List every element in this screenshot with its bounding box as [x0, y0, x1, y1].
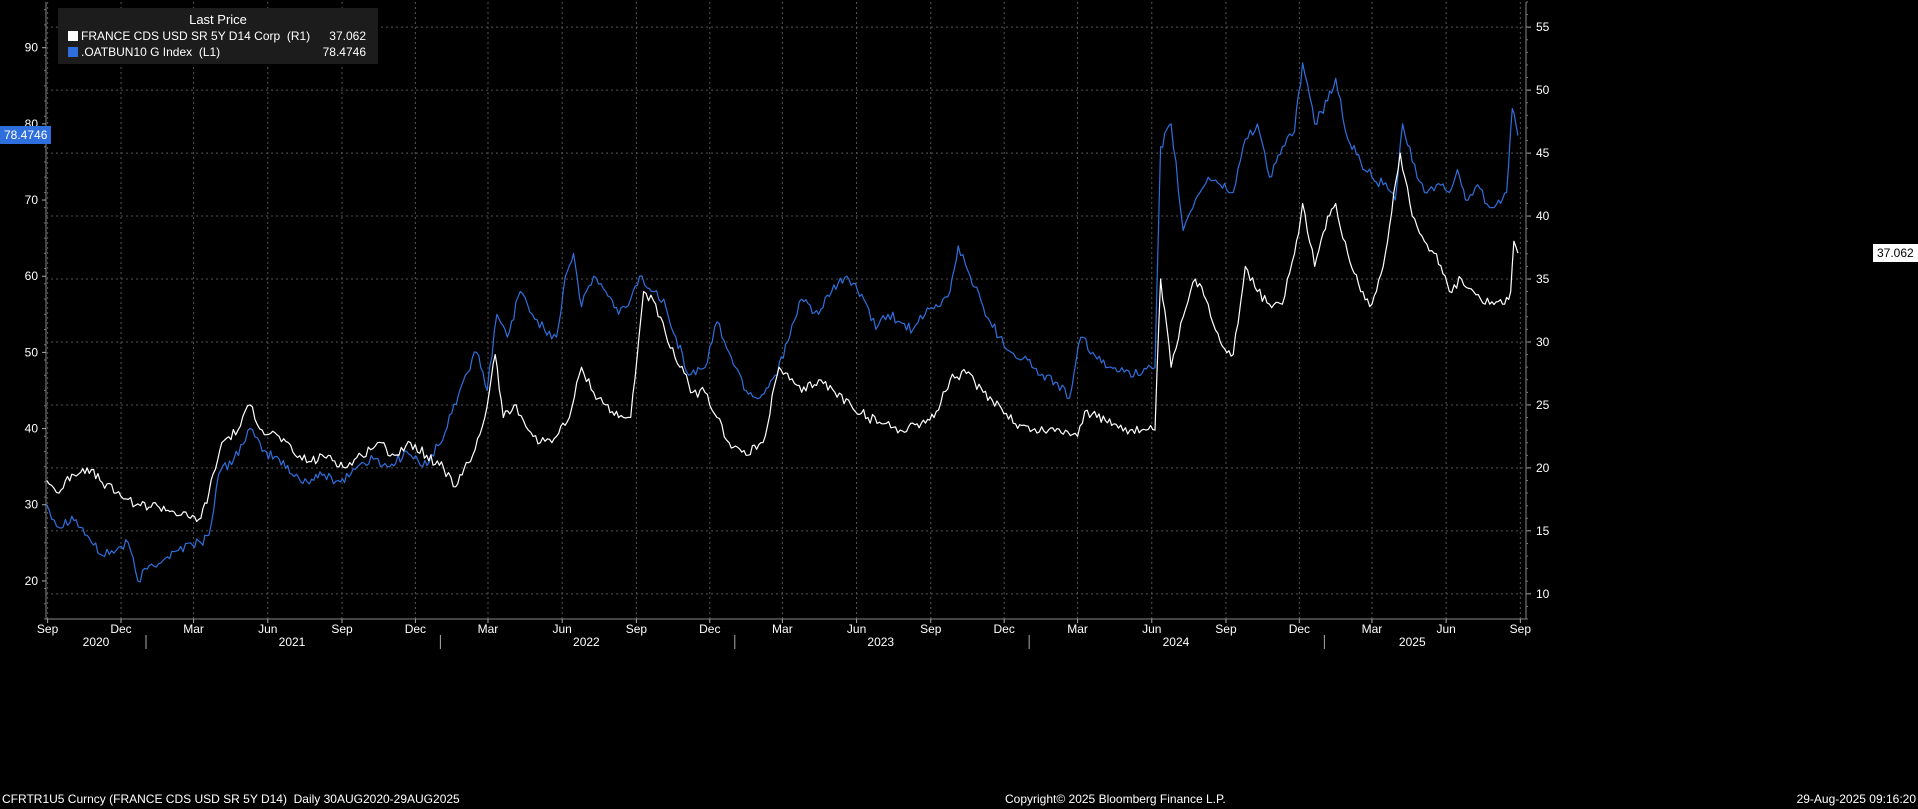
right-tick-label: 25: [1536, 398, 1550, 412]
x-tick-label: Mar: [1362, 622, 1383, 636]
left-tick-label: 50: [25, 345, 39, 359]
left-tick-label: 40: [25, 422, 39, 436]
right-tick-label: 30: [1536, 335, 1550, 349]
right-tick-label: 35: [1536, 272, 1550, 286]
right-tick-label: 45: [1536, 146, 1550, 160]
white-swatch-icon: [68, 31, 78, 41]
x-tick-label: Jun: [1142, 622, 1161, 636]
x-tick-label: Dec: [405, 622, 426, 636]
oatbun-series-line: [46, 62, 1519, 583]
x-tick-label: Jun: [553, 622, 572, 636]
x-tick-label: Sep: [920, 622, 942, 636]
legend-entry-cds-value: 37.062: [329, 29, 366, 43]
left-tick-label: 30: [25, 498, 39, 512]
right-tick-label: 20: [1536, 461, 1550, 475]
legend-entry-oatbun: .OATBUN10 G Index (L1): [68, 45, 220, 59]
footer-copyright: Copyright© 2025 Bloomberg Finance L.P.: [1005, 792, 1226, 806]
footer-timestamp: 29-Aug-2025 09:16:20: [1796, 792, 1916, 806]
legend-entry-cds-name: FRANCE CDS USD SR 5Y D14 Corp (R1): [81, 29, 311, 43]
cds-series-line: [46, 152, 1519, 523]
left-last-price-badge: 78.4746: [0, 126, 52, 145]
x-tick-label: Mar: [1067, 622, 1088, 636]
x-tick-label: Dec: [1289, 622, 1310, 636]
blue-swatch-icon: [68, 47, 78, 57]
x-tick-label: Dec: [993, 622, 1014, 636]
year-label: 2023: [867, 635, 894, 649]
x-tick-label: Jun: [847, 622, 866, 636]
left-tick-label: 20: [25, 574, 39, 588]
left-tick-label: 60: [25, 269, 39, 283]
year-label: 2022: [573, 635, 600, 649]
legend: Last Price FRANCE CDS USD SR 5Y D14 Corp…: [58, 8, 378, 64]
x-tick-label: Sep: [626, 622, 648, 636]
legend-title: Last Price: [189, 12, 247, 27]
x-tick-label: Mar: [478, 622, 499, 636]
right-tick-label: 50: [1536, 83, 1550, 97]
right-tick-label: 40: [1536, 209, 1550, 223]
legend-entry-cds: FRANCE CDS USD SR 5Y D14 Corp (R1): [68, 29, 310, 43]
grid: [46, 2, 1526, 619]
right-tick-label: 10: [1536, 587, 1550, 601]
year-label: 2025: [1399, 635, 1426, 649]
x-tick-label: Jun: [258, 622, 277, 636]
legend-entry-oatbun-name: .OATBUN10 G Index (L1): [81, 45, 221, 59]
year-label: 2020: [83, 635, 110, 649]
x-tick-label: Dec: [699, 622, 720, 636]
x-tick-label: Sep: [1510, 622, 1532, 636]
left-tick-label: 70: [25, 193, 39, 207]
x-tick-label: Mar: [772, 622, 793, 636]
x-tick-label: Jun: [1436, 622, 1455, 636]
footer-ticker: CFRTR1U5 Curncy (FRANCE CDS USD SR 5Y D1…: [2, 792, 460, 806]
x-tick-label: Sep: [331, 622, 353, 636]
x-tick-label: Mar: [183, 622, 204, 636]
year-label: 2021: [279, 635, 306, 649]
year-label: 2024: [1163, 635, 1190, 649]
series-layer: [46, 62, 1519, 583]
right-last-price-badge: 37.062: [1873, 244, 1918, 263]
x-tick-label: Dec: [110, 622, 131, 636]
x-tick-label: Sep: [37, 622, 59, 636]
right-tick-label: 55: [1536, 20, 1550, 34]
right-tick-label: 15: [1536, 524, 1550, 538]
left-tick-label: 90: [25, 41, 39, 55]
legend-entry-oatbun-value: 78.4746: [322, 45, 366, 59]
x-tick-label: Sep: [1215, 622, 1237, 636]
